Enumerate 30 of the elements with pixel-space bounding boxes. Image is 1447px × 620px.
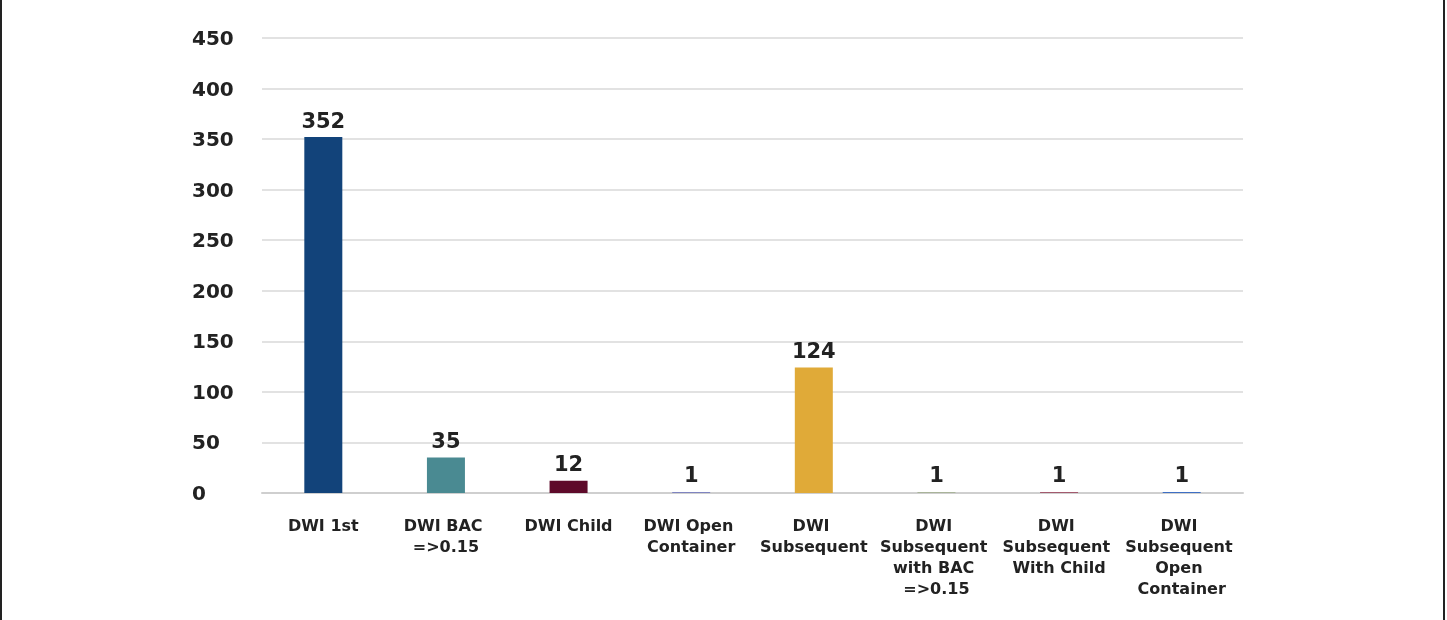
- x-tick-label: DWI Subsequent with BAC =>0.15: [879, 516, 993, 598]
- data-label: 352: [301, 108, 346, 133]
- x-tick-label: DWI Subsequent Open Container: [1125, 516, 1239, 598]
- data-label: 12: [553, 452, 584, 477]
- y-tick-label: 450: [192, 26, 234, 50]
- x-tick-label: DWI 1st: [287, 516, 360, 535]
- y-tick-label: 150: [192, 329, 234, 354]
- data-label: 124: [791, 339, 836, 364]
- x-tick-label: DWI Open Container: [643, 516, 739, 556]
- data-label: 1: [1051, 463, 1067, 488]
- bar: [426, 457, 465, 493]
- x-tick-label: DWI BAC =>0.15: [403, 516, 489, 556]
- data-label: 35: [431, 429, 461, 454]
- bar: [794, 367, 833, 493]
- y-tick-label: 100: [192, 379, 234, 404]
- y-tick-label: 400: [192, 76, 234, 101]
- y-tick-label: 250: [192, 228, 234, 253]
- x-tick-label: DWI Subsequent With Child: [1002, 516, 1116, 577]
- data-label: 1: [1174, 463, 1189, 488]
- x-tick-label: DWI Subsequent: [760, 516, 868, 556]
- data-label: 1: [683, 463, 699, 488]
- x-tick-label: DWI Child: [524, 516, 613, 535]
- y-tick-label: 50: [192, 430, 220, 455]
- bar: [549, 480, 588, 493]
- data-label: 1: [929, 463, 944, 488]
- bar: [304, 137, 343, 493]
- y-tick-label: 300: [192, 177, 234, 202]
- y-tick-label: 0: [192, 481, 206, 505]
- y-tick-label: 350: [192, 127, 234, 152]
- y-tick-label: 200: [192, 278, 234, 303]
